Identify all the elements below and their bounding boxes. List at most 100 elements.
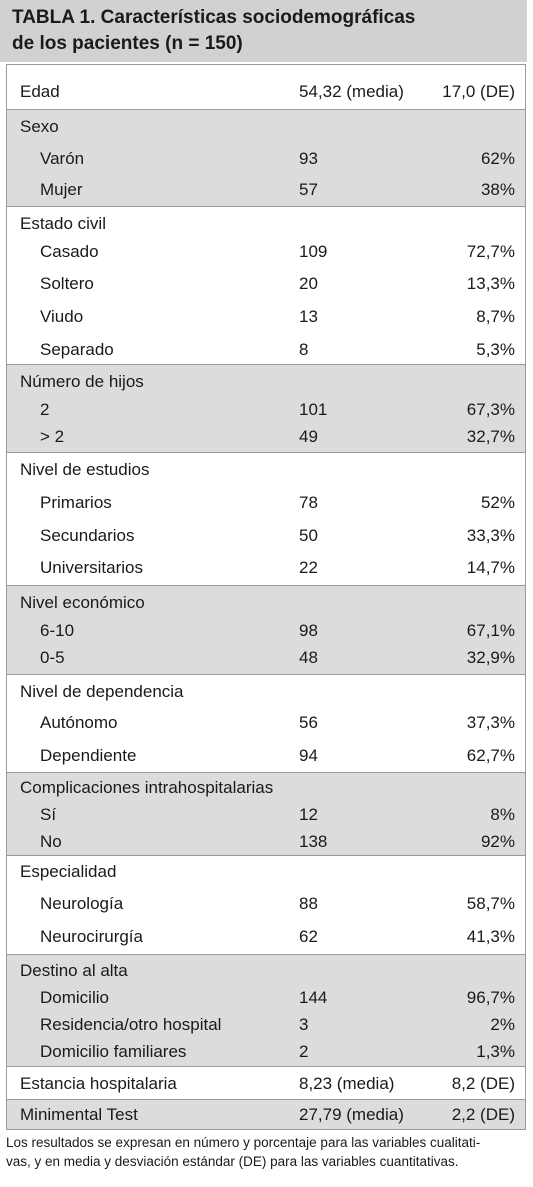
table-title-line-2: de los pacientes (n = 150) (12, 33, 243, 54)
row-stat: 52% (480, 493, 515, 512)
table-row: > 2 49 32,7% (7, 425, 525, 449)
row-label: > 2 (40, 427, 65, 446)
row-stat: 8% (490, 805, 515, 824)
row-stat: 5,3% (476, 340, 515, 359)
table-row: Domicilio 144 96,7% (7, 986, 525, 1010)
row-value: 27,79 (media) (299, 1105, 404, 1124)
row-value: 78 (299, 493, 318, 512)
row-label: Nivel económico (20, 593, 145, 612)
section-estancia: Estancia hospitalaria 8,23 (media) 8,2 (… (7, 1066, 525, 1099)
row-label: Neurología (40, 894, 124, 913)
row-label: Dependiente (40, 746, 137, 765)
table-row: Destino al alta (7, 959, 525, 983)
row-value: 22 (299, 558, 318, 577)
row-stat: 96,7% (466, 988, 515, 1007)
row-label: Universitarios (40, 558, 143, 577)
row-value: 12 (299, 805, 318, 824)
row-value: 93 (299, 149, 318, 168)
table-row: Secundarios 50 33,3% (7, 524, 525, 548)
row-label: Mujer (40, 180, 83, 199)
section-destino-alta: Destino al alta Domicilio 144 96,7% Resi… (7, 954, 525, 1066)
section-complicaciones: Complicaciones intrahospitalarias Sí 12 … (7, 772, 525, 855)
row-stat: 58,7% (466, 894, 515, 913)
row-stat: 2% (490, 1015, 515, 1034)
table-row: Nivel de estudios (7, 458, 525, 482)
table-row: Complicaciones intrahospitalarias (7, 776, 525, 800)
row-value: 49 (299, 427, 318, 446)
row-value: 8 (299, 340, 309, 359)
row-stat: 8,2 (DE) (451, 1074, 515, 1093)
row-label: Residencia/otro hospital (40, 1015, 222, 1034)
row-stat: 14,7% (466, 558, 515, 577)
row-value: 48 (299, 648, 318, 667)
table-row: Sexo (7, 115, 525, 139)
section-edad: Edad 54,32 (media) 17,0 (DE) (7, 65, 525, 109)
table-row: Primarios 78 52% (7, 491, 525, 515)
row-label: Secundarios (40, 526, 135, 545)
section-sexo: Sexo Varón 93 62% Mujer 57 38% (7, 109, 525, 206)
table-row: Estancia hospitalaria 8,23 (media) 8,2 (… (7, 1072, 525, 1096)
table-row: Universitarios 22 14,7% (7, 556, 525, 580)
row-label: Neurocirurgía (40, 927, 143, 946)
row-label: Destino al alta (20, 961, 128, 980)
table-frame (6, 64, 526, 1130)
row-value: 88 (299, 894, 318, 913)
row-value: 138 (299, 832, 328, 851)
row-stat: 32,7% (466, 427, 515, 446)
row-label: Sí (40, 805, 57, 824)
row-value: 144 (299, 988, 328, 1007)
section-minimental: Minimental Test 27,79 (media) 2,2 (DE) (7, 1099, 525, 1129)
table-title: TABLA 1. Características sociodemográfic… (0, 0, 527, 62)
row-value: 62 (299, 927, 318, 946)
row-label: No (40, 832, 62, 851)
table-row: 0-5 48 32,9% (7, 646, 525, 670)
table-row: Viudo 13 8,7% (7, 305, 525, 329)
row-stat: 13,3% (466, 274, 515, 293)
row-stat: 92% (480, 832, 515, 851)
table-title-line-1: TABLA 1. Características sociodemográfic… (12, 7, 416, 28)
row-value: 13 (299, 307, 318, 326)
table-row: Especialidad (7, 860, 525, 884)
table-row: No 138 92% (7, 830, 525, 854)
row-stat: 37,3% (466, 713, 515, 732)
table-row: Dependiente 94 62,7% (7, 744, 525, 768)
footnote-line-1: Los resultados se expresan en número y p… (6, 1135, 481, 1150)
table-row: Número de hijos (7, 370, 525, 394)
row-value: 2 (299, 1042, 309, 1061)
footnote-line-2: vas, y en media y desviación estándar (D… (6, 1154, 459, 1169)
row-stat: 62,7% (466, 746, 515, 765)
row-value: 57 (299, 180, 318, 199)
table-row: Domicilio familiares 2 1,3% (7, 1040, 525, 1064)
section-numero-hijos: Número de hijos 2 101 67,3% > 2 49 32,7% (7, 364, 525, 452)
row-value: 8,23 (media) (299, 1074, 395, 1093)
table-row: Soltero 20 13,3% (7, 272, 525, 296)
row-label: Domicilio familiares (40, 1042, 187, 1061)
table-row: 6-10 98 67,1% (7, 619, 525, 643)
section-nivel-economico: Nivel económico 6-10 98 67,1% 0-5 48 32,… (7, 585, 525, 674)
row-label: Separado (40, 340, 114, 359)
table-row: Neurocirurgía 62 41,3% (7, 925, 525, 949)
table-row: 2 101 67,3% (7, 398, 525, 422)
row-label: Autónomo (40, 713, 118, 732)
table-row: Nivel económico (7, 591, 525, 615)
table-row: Neurología 88 58,7% (7, 892, 525, 916)
row-stat: 72,7% (466, 242, 515, 261)
row-label: Estancia hospitalaria (20, 1074, 177, 1093)
row-stat: 62% (480, 149, 515, 168)
table-row: Edad 54,32 (media) 17,0 (DE) (7, 80, 525, 104)
table-row: Estado civil (7, 212, 525, 236)
table-row: Sí 12 8% (7, 803, 525, 827)
section-nivel-dependencia: Nivel de dependencia Autónomo 56 37,3% D… (7, 674, 525, 772)
section-estado-civil: Estado civil Casado 109 72,7% Soltero 20… (7, 206, 525, 364)
row-stat: 2,2 (DE) (451, 1105, 515, 1124)
table-row: Nivel de dependencia (7, 680, 525, 704)
row-value: 101 (299, 400, 328, 419)
row-label: Casado (40, 242, 99, 261)
row-value: 98 (299, 621, 318, 640)
section-nivel-estudios: Nivel de estudios Primarios 78 52% Secun… (7, 452, 525, 585)
row-stat: 41,3% (466, 927, 515, 946)
row-stat: 38% (480, 180, 515, 199)
row-label: Varón (40, 149, 85, 168)
row-label: Nivel de dependencia (20, 682, 184, 701)
table-footnote: Los resultados se expresan en número y p… (6, 1133, 528, 1171)
